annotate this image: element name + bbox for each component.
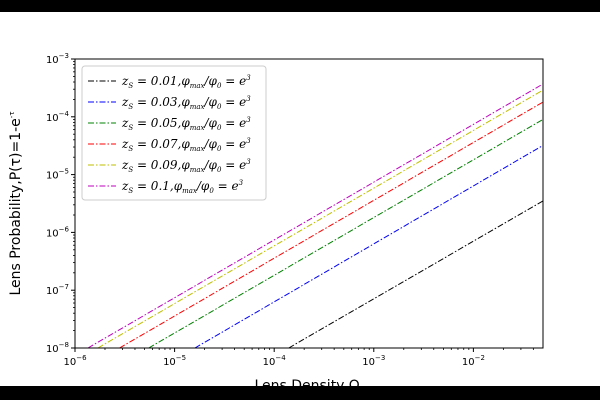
legend-entry: zS = 0.05,φmax/φ0 = e3: [88, 116, 251, 132]
legend-entry: zS = 0.09,φmax/φ0 = e3: [88, 158, 251, 174]
x-axis-label: Lens Density,ΩL: [254, 378, 363, 386]
plot-frame: [74, 58, 544, 349]
series-line-2: [194, 144, 543, 348]
x-tick-label: 10−5: [163, 354, 186, 368]
legend-entry: zS = 0.1,φmax/φ0 = e3: [88, 179, 244, 195]
series-line-6: [87, 83, 543, 348]
y-tick-label: 10−8: [46, 341, 69, 355]
legend-label: zS = 0.01,φmax/φ0 = e3: [121, 74, 251, 90]
legend-label: zS = 0.1,φmax/φ0 = e3: [121, 179, 244, 195]
x-tick-label: 10−2: [462, 354, 485, 368]
y-tick-label: 10−3: [46, 52, 69, 66]
legend-label: zS = 0.09,φmax/φ0 = e3: [121, 158, 251, 174]
series-line-1: [288, 200, 543, 348]
y-tick-label: 10−5: [46, 168, 69, 182]
legend-entry: zS = 0.07,φmax/φ0 = e3: [88, 137, 251, 153]
legend-label: zS = 0.03,φmax/φ0 = e3: [121, 95, 251, 111]
x-tick-label: 10−3: [362, 354, 385, 368]
series-line-5: [97, 89, 543, 348]
y-axis-ticks: 10−8 10−7 10−6 10−5 10−4 10−3: [46, 52, 75, 355]
x-tick-label: 10−6: [63, 354, 87, 368]
x-tick-label: 10−4: [263, 354, 287, 368]
y-tick-label: 10−4: [46, 110, 70, 124]
chart-figure: 10−6 10−5 10−4 10−3 10−2 10−8 10−7 10−6 10−5 10−…: [0, 12, 600, 386]
y-tick-label: 10−7: [46, 283, 69, 297]
series-line-4: [119, 101, 543, 348]
y-tick-label: 10−6: [46, 225, 70, 239]
legend-box: [81, 65, 267, 201]
legend-label: zS = 0.07,φmax/φ0 = e3: [121, 137, 251, 153]
legend-entry: zS = 0.03,φmax/φ0 = e3: [88, 95, 251, 111]
chart-canvas: 10−6 10−5 10−4 10−3 10−2 10−810−710−610−510−…: [8, 52, 544, 386]
plot-lines: [87, 83, 543, 348]
legend: zS = 0.01,φmax/φ0 = e3 zS = 0.03,φmax/φ0 …: [81, 65, 267, 201]
x-axis-ticks: 10−6 10−5 10−4 10−3 10−2: [63, 348, 534, 368]
series-line-3: [148, 119, 543, 348]
legend-label: zS = 0.05,φmax/φ0 = e3: [121, 116, 251, 132]
legend-entry: zS = 0.01,φmax/φ0 = e3: [88, 74, 251, 90]
y-axis-label: Lens Probability,P(τ)=1-e-τ: [8, 111, 24, 295]
